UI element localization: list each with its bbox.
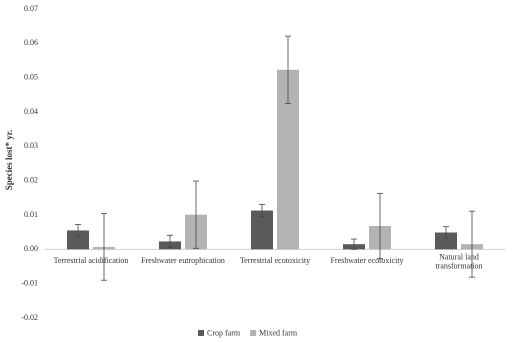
x-tick-label: Natural land transformation [435, 252, 482, 270]
x-tick-label: Freshwater ecotoxicity [330, 256, 403, 265]
legend-label: Crop farm [207, 328, 241, 337]
bar [67, 230, 89, 250]
y-tick-label: 0.05 [24, 72, 38, 81]
x-tick-label: Terrestrial acidification [54, 256, 129, 265]
y-tick-label: 0.03 [24, 141, 38, 150]
error-bar [101, 213, 107, 281]
y-tick-label: 0.06 [24, 38, 38, 47]
error-bar [351, 238, 357, 250]
legend-swatch [198, 330, 204, 336]
bar [251, 210, 273, 250]
error-bar [377, 192, 383, 260]
error-bar [259, 203, 265, 218]
x-tick-label: Terrestrial ecotoxicity [240, 256, 310, 265]
y-tick-label: -0.01 [21, 278, 38, 287]
y-axis-label: Species lost* yr. [4, 130, 14, 190]
y-tick-label: 0.00 [24, 244, 38, 253]
legend-swatch [250, 330, 257, 336]
y-tick-label: 0.02 [24, 175, 38, 184]
y-tick-label: 0.04 [24, 107, 38, 116]
error-bar [193, 180, 199, 249]
legend-label: Mixed farm [259, 328, 298, 337]
bar [277, 69, 299, 250]
y-tick-label: 0.07 [24, 4, 38, 13]
error-bar [285, 35, 291, 104]
error-bar [469, 210, 475, 278]
y-tick-label: -0.02 [21, 313, 38, 322]
x-tick-label: Freshwater eutrophication [141, 256, 225, 265]
bar [435, 232, 457, 250]
error-bar [167, 234, 173, 249]
y-tick-label: 0.01 [24, 210, 38, 219]
error-bar [443, 226, 449, 239]
error-bar [75, 224, 81, 237]
